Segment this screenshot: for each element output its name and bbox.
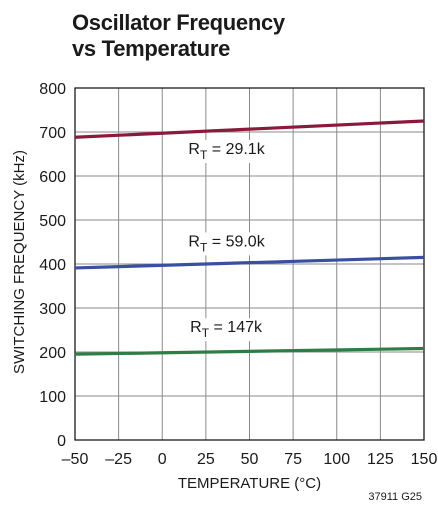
y-tick-label: 400 <box>39 257 66 274</box>
chart-title-line-1: Oscillator Frequency <box>72 10 285 35</box>
y-tick-label: 200 <box>39 345 66 362</box>
chart-title: Oscillator Frequency vs Temperature <box>72 10 285 62</box>
x-tick-label: 0 <box>158 451 167 468</box>
y-tick-label: 600 <box>39 169 66 186</box>
x-tick-label: 150 <box>411 451 438 468</box>
y-tick-label: 700 <box>39 125 66 142</box>
x-tick-label: 100 <box>323 451 350 468</box>
annotation-background <box>185 140 269 163</box>
annotation-symbol: R <box>188 233 200 250</box>
series-annotation-1: RT = 29.1k <box>188 141 265 162</box>
y-axis-tick-labels: 0 100 200 300 400 500 600 700 800 <box>39 81 66 450</box>
series-line-1 <box>74 119 425 139</box>
annotation-value: = 29.1k <box>207 141 265 158</box>
x-tick-label: 25 <box>197 451 215 468</box>
annotation-subscript: T <box>200 240 208 254</box>
x-tick-label: –25 <box>105 451 132 468</box>
annotation-subscript: T <box>200 148 208 162</box>
annotation-value: = 59.0k <box>207 233 265 250</box>
series-line-2 <box>74 255 425 270</box>
annotation-symbol: R <box>190 319 202 336</box>
y-tick-label: 500 <box>39 213 66 230</box>
series-lines <box>74 119 425 356</box>
y-tick-label: 800 <box>39 81 66 98</box>
annotation-value: = 147k <box>209 319 263 336</box>
plot-area-frame <box>74 87 425 441</box>
annotation-background <box>187 318 267 342</box>
annotation-symbol: R <box>188 141 200 158</box>
figure-code: 37911 G25 <box>368 491 422 503</box>
y-axis-title: SWITCHING FREQUENCY (kHz) <box>11 150 28 374</box>
x-tick-label: –50 <box>62 451 89 468</box>
x-tick-label: 50 <box>241 451 259 468</box>
series-line-3 <box>74 346 425 356</box>
x-axis-tick-labels: –50 –25 0 25 50 75 100 125 150 <box>62 451 438 468</box>
y-tick-label: 300 <box>39 301 66 318</box>
y-tick-label: 100 <box>39 389 66 406</box>
series-annotation-2: RT = 59.0k <box>188 233 265 254</box>
chart-title-line-2: vs Temperature <box>72 36 231 61</box>
x-axis-title: TEMPERATURE (°C) <box>178 475 321 492</box>
y-tick-label: 0 <box>57 433 66 450</box>
series-annotation-3: RT = 147k <box>190 319 263 340</box>
x-tick-label: 125 <box>367 451 394 468</box>
x-tick-label: 75 <box>284 451 302 468</box>
annotation-subscript: T <box>202 326 210 340</box>
annotation-background <box>185 232 269 256</box>
